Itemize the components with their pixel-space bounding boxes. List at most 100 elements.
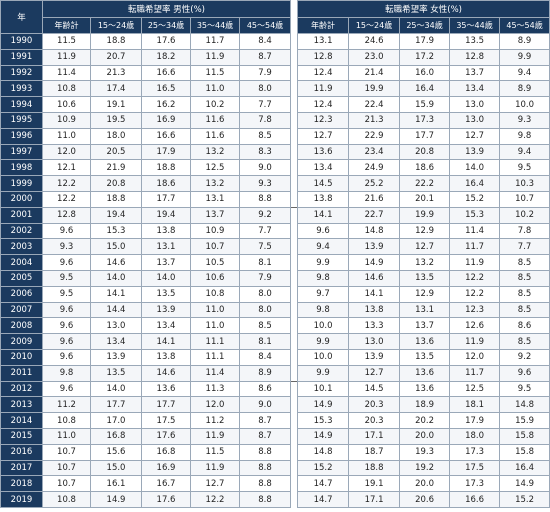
female-value-cell: 14.7	[297, 491, 350, 508]
male-value-cell: 19.1	[90, 96, 142, 113]
male-value-cell: 11.6	[190, 111, 240, 129]
male-value-cell: 11.1	[190, 333, 240, 350]
male-value-cell: 16.9	[141, 459, 191, 477]
column-gap	[290, 96, 299, 113]
male-value-cell: 17.5	[141, 412, 191, 429]
female-value-cell: 9.9	[297, 333, 350, 350]
male-value-cell: 8.0	[238, 285, 292, 303]
female-value-cell: 13.8	[348, 301, 401, 319]
male-value-cell: 11.9	[190, 459, 240, 477]
male-value-cell: 11.0	[190, 317, 240, 335]
female-value-cell: 12.8	[297, 48, 350, 66]
female-value-cell: 10.0	[499, 96, 550, 113]
male-value-cell: 13.2	[190, 175, 240, 192]
male-value-cell: 10.9	[190, 222, 240, 240]
column-gap	[290, 428, 299, 445]
female-value-cell: 14.9	[297, 427, 350, 445]
male-value-cell: 8.7	[238, 412, 292, 429]
year-cell: 1994	[0, 96, 43, 113]
female-value-cell: 20.0	[399, 475, 451, 493]
female-value-cell: 10.1	[297, 380, 350, 398]
year-cell: 2013	[0, 396, 43, 414]
male-value-cell: 18.2	[141, 48, 191, 66]
male-value-cell: 13.4	[141, 317, 191, 335]
column-gap	[290, 365, 299, 382]
female-value-cell: 21.6	[348, 190, 401, 208]
male-value-cell: 13.6	[141, 380, 191, 398]
female-value-cell: 8.5	[499, 301, 550, 319]
male-value-cell: 13.7	[141, 254, 191, 271]
male-value-cell: 19.4	[141, 206, 191, 224]
female-value-cell: 13.0	[348, 333, 401, 350]
year-cell: 2000	[0, 190, 43, 208]
male-value-cell: 7.8	[238, 111, 292, 129]
female-value-cell: 15.9	[499, 412, 550, 429]
female-value-cell: 13.9	[348, 238, 401, 256]
male-value-cell: 11.0	[42, 127, 91, 145]
female-value-cell: 16.0	[399, 64, 451, 82]
female-value-cell: 15.8	[499, 427, 550, 445]
male-value-cell: 9.6	[42, 301, 91, 319]
female-value-cell: 13.5	[399, 348, 451, 366]
male-value-cell: 10.7	[190, 238, 240, 256]
male-value-cell: 13.4	[90, 333, 142, 350]
header-row-groups: 年 転職希望率 男性(%) 転職希望率 女性(%)	[0, 0, 550, 34]
male-value-cell: 8.4	[238, 33, 292, 50]
male-value-cell: 11.5	[42, 33, 91, 50]
female-col-header: 35～44歳	[449, 17, 501, 34]
female-value-cell: 13.7	[449, 64, 501, 82]
table-row: 2007 9.6 14.4 13.9 11.0 8.0 9.8 13.8 13.1 12.3 8.5	[0, 301, 550, 319]
male-value-cell: 11.1	[190, 348, 240, 366]
table-row: 1994 10.6 19.1 16.2 10.2 7.7 12.4 22.4 15.9 13.0 1…	[0, 96, 550, 113]
male-value-cell: 8.7	[238, 427, 292, 445]
female-value-cell: 17.5	[449, 459, 501, 477]
female-value-cell: 21.3	[348, 111, 401, 129]
female-value-cell: 14.8	[499, 396, 550, 414]
male-value-cell: 12.8	[42, 206, 91, 224]
male-value-cell: 15.3	[90, 222, 142, 240]
male-value-cell: 18.8	[90, 33, 142, 50]
female-value-cell: 14.9	[348, 254, 401, 271]
male-value-cell: 7.9	[238, 269, 292, 287]
year-cell: 2015	[0, 427, 43, 445]
column-gap	[290, 223, 299, 239]
male-value-cell: 12.2	[42, 175, 91, 192]
female-value-cell: 15.2	[449, 190, 501, 208]
table-row: 2002 9.6 15.3 13.8 10.9 7.7 9.6 14.8 12.9 11.4 7.8	[0, 222, 550, 240]
female-value-cell: 10.0	[297, 317, 350, 335]
female-value-cell: 14.1	[348, 285, 401, 303]
female-value-cell: 22.4	[348, 96, 401, 113]
female-value-cell: 13.6	[399, 364, 451, 382]
table-row: 2000 12.2 18.8 17.7 13.1 8.8 13.8 21.6 20.1 15.2 1…	[0, 190, 550, 208]
male-value-cell: 10.8	[190, 285, 240, 303]
female-value-cell: 12.4	[297, 64, 350, 82]
male-value-cell: 16.8	[141, 443, 191, 461]
male-value-cell: 16.5	[141, 80, 191, 98]
year-cell: 2014	[0, 412, 43, 429]
female-value-cell: 17.3	[449, 475, 501, 493]
female-value-cell: 12.7	[297, 127, 350, 145]
male-value-cell: 11.5	[190, 443, 240, 461]
female-value-cell: 14.9	[499, 475, 550, 493]
female-value-cell: 13.9	[449, 143, 501, 161]
male-value-cell: 7.7	[238, 222, 292, 240]
column-gap	[290, 144, 299, 160]
male-value-cell: 21.3	[90, 64, 142, 82]
female-value-cell: 7.7	[499, 238, 550, 256]
female-value-cell: 22.2	[399, 175, 451, 192]
column-gap	[290, 112, 299, 129]
female-value-cell: 19.1	[348, 475, 401, 493]
female-value-cell: 13.2	[399, 254, 451, 271]
male-value-cell: 9.6	[42, 254, 91, 271]
table-row: 2014 10.8 17.0 17.5 11.2 8.7 15.3 20.3 20.2 17.9 1…	[0, 412, 550, 429]
female-value-cell: 17.1	[348, 427, 401, 445]
male-value-cell: 10.6	[190, 269, 240, 287]
male-value-cell: 17.6	[141, 33, 191, 50]
female-value-cell: 17.2	[399, 48, 451, 66]
female-value-cell: 15.8	[499, 443, 550, 461]
female-value-cell: 25.2	[348, 175, 401, 192]
male-value-cell: 16.2	[141, 96, 191, 113]
male-value-cell: 9.6	[42, 222, 91, 240]
male-value-cell: 9.2	[238, 206, 292, 224]
column-gap	[290, 349, 299, 366]
